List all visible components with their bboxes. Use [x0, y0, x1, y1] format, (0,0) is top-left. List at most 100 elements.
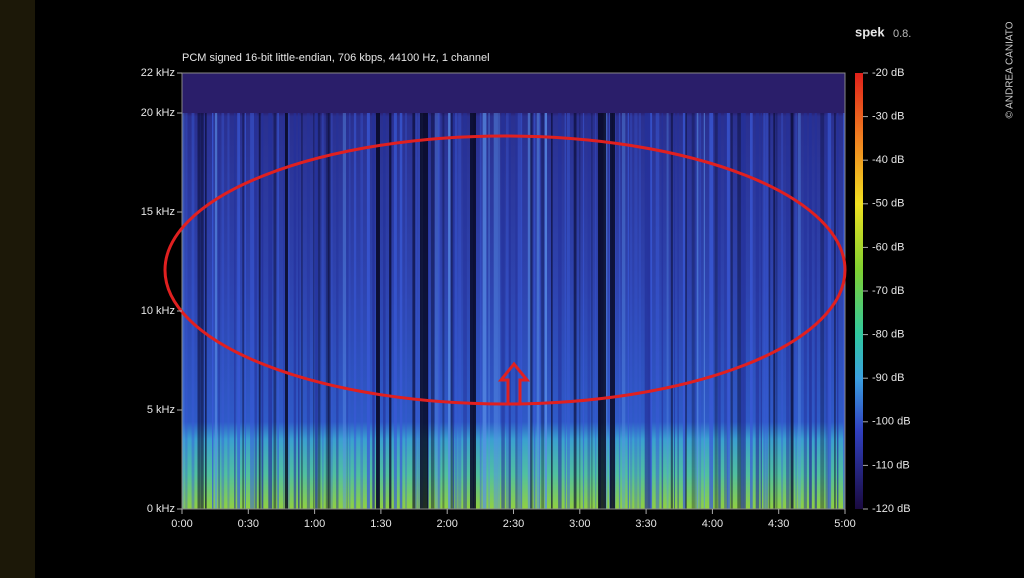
stripe — [383, 113, 386, 509]
stripe — [582, 113, 585, 509]
stripe — [644, 113, 647, 509]
time-label: 5:00 — [834, 518, 855, 530]
stripe — [587, 113, 591, 509]
stripe — [268, 113, 273, 509]
stripe — [618, 113, 621, 509]
stripe — [674, 113, 675, 509]
frequency-label: 20 kHz — [141, 107, 175, 119]
stripe — [393, 113, 397, 509]
stripe — [212, 113, 214, 509]
dark-gap — [420, 113, 428, 509]
stripe — [843, 113, 846, 509]
stripe — [737, 113, 742, 509]
stripe — [630, 113, 633, 509]
stripe — [442, 113, 445, 509]
stripe — [521, 113, 523, 509]
time-label: 1:00 — [304, 518, 325, 530]
frequency-label: 5 kHz — [147, 404, 175, 416]
stripe — [452, 113, 455, 509]
stripe — [696, 113, 699, 509]
time-label: 4:00 — [702, 518, 723, 530]
stripe — [182, 113, 185, 509]
app-name: spek — [855, 24, 885, 39]
stripe — [743, 113, 746, 509]
frequency-label: 10 kHz — [141, 305, 175, 317]
stripe — [803, 113, 807, 509]
stripe — [372, 113, 375, 509]
stripe — [530, 113, 533, 509]
stripe — [730, 113, 733, 509]
stripe — [227, 113, 230, 509]
stripe — [647, 113, 651, 509]
stripe — [185, 113, 188, 509]
time-label: 0:30 — [238, 518, 259, 530]
stripe — [353, 113, 357, 509]
stripe — [527, 113, 532, 509]
stripe — [417, 113, 422, 509]
stripe — [795, 113, 797, 509]
stripe — [458, 113, 462, 509]
stripe — [214, 113, 218, 509]
stripe — [197, 113, 201, 509]
stripe — [237, 113, 240, 509]
stripe — [313, 113, 315, 509]
stripe — [670, 113, 673, 509]
stripe — [709, 113, 714, 509]
left-strip — [0, 0, 35, 578]
stripe — [322, 113, 324, 509]
time-label: 1:30 — [370, 518, 391, 530]
stripe — [591, 113, 593, 509]
stripe — [448, 113, 451, 509]
stripe — [760, 113, 762, 509]
stripe — [699, 113, 702, 509]
highlight-ellipse — [163, 134, 847, 406]
stripe — [579, 113, 581, 509]
level-label: -60 dB — [872, 241, 904, 253]
stripe — [301, 113, 303, 509]
stripe — [703, 113, 705, 509]
stripe — [533, 113, 536, 509]
header: PCM signed 16-bit little-endian, 706 kbp… — [182, 52, 490, 64]
stripe — [258, 113, 261, 509]
stripe — [242, 113, 244, 509]
stripe — [200, 113, 204, 509]
stripe — [781, 113, 784, 509]
level-label: -50 dB — [872, 198, 904, 210]
level-label: -30 dB — [872, 111, 904, 123]
level-label: -70 dB — [872, 285, 904, 297]
time-label: 0:00 — [171, 518, 192, 530]
stripe — [837, 113, 839, 509]
stripe — [797, 113, 801, 509]
stripe — [293, 113, 297, 509]
frequency-label: 22 kHz — [141, 67, 175, 79]
spectrogram — [182, 73, 845, 509]
level-label: -90 dB — [872, 372, 904, 384]
stripe — [595, 113, 597, 509]
stripe — [551, 113, 553, 509]
level-label: -20 dB — [872, 67, 904, 79]
time-label: 3:30 — [635, 518, 656, 530]
stripe — [718, 113, 721, 509]
stripe — [273, 113, 277, 509]
stripe — [450, 113, 453, 509]
stripe — [567, 113, 570, 509]
stripe — [501, 113, 505, 509]
stripe — [488, 113, 490, 509]
color-scale — [855, 73, 863, 509]
stripe — [244, 113, 246, 509]
stripe — [786, 113, 790, 509]
stripe — [205, 113, 207, 509]
dark-gap — [376, 113, 380, 509]
stripe — [724, 113, 728, 509]
stripe — [508, 113, 511, 509]
stripe — [820, 113, 825, 509]
stripe — [691, 113, 695, 509]
level-label: -120 dB — [872, 503, 911, 515]
stripe — [342, 113, 346, 509]
stripe — [463, 113, 467, 509]
stripe — [763, 113, 766, 509]
dark-gap — [470, 113, 476, 509]
level-label: -40 dB — [872, 154, 904, 166]
stripe — [776, 113, 778, 509]
